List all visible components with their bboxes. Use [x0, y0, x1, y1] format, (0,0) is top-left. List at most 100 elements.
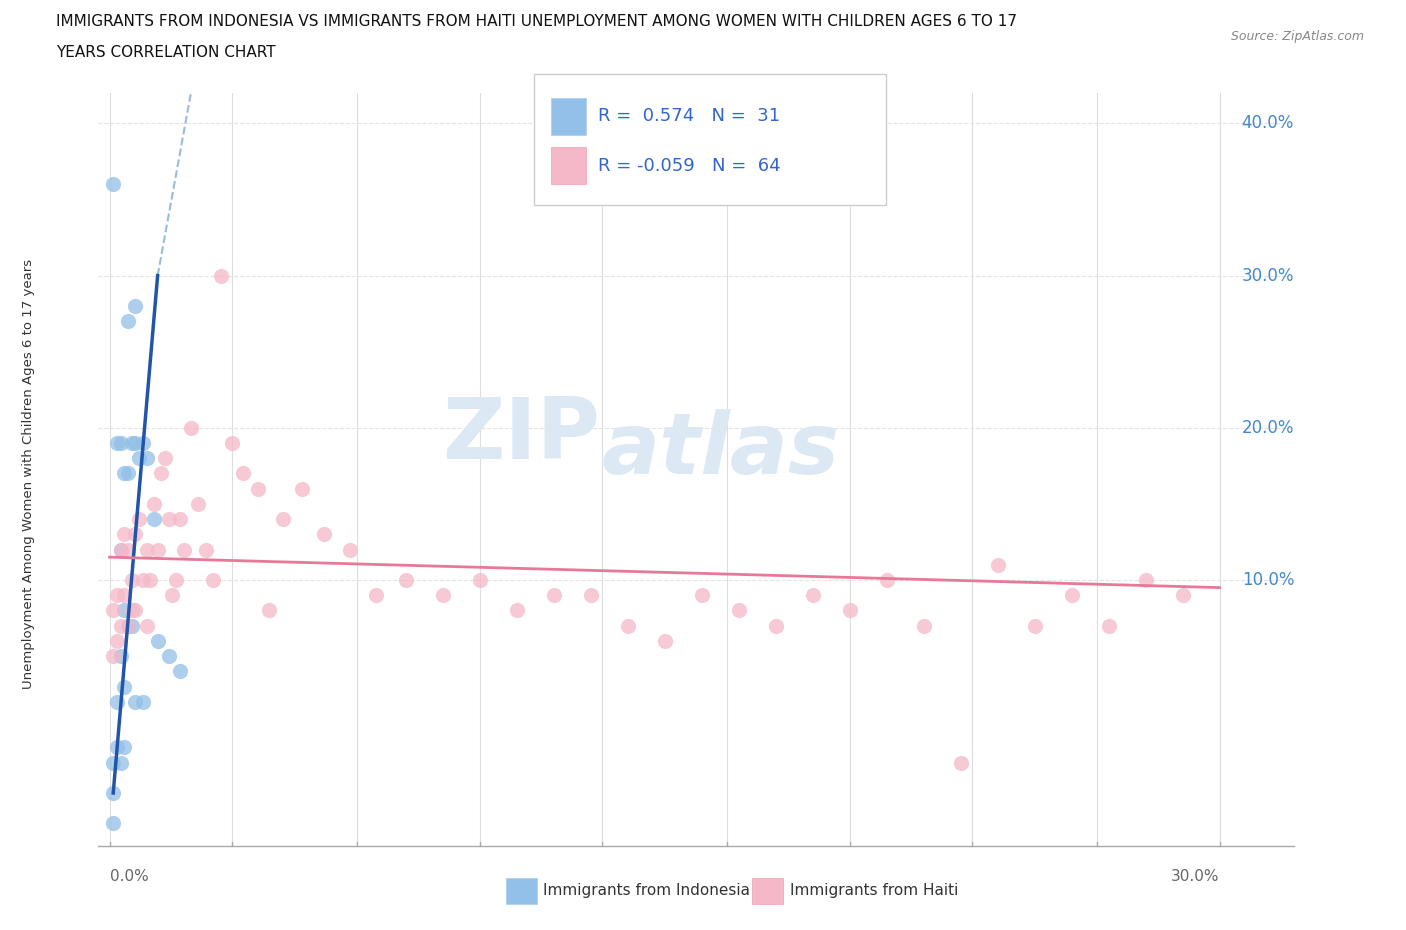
Point: [105, 588, 128, 603]
Point: [232, 466, 254, 481]
Point: [112, 466, 135, 481]
Point: [1171, 588, 1194, 603]
Point: [291, 481, 314, 496]
Point: [135, 542, 157, 557]
Text: ZIP: ZIP: [443, 394, 600, 477]
Point: [157, 648, 180, 663]
Point: [112, 740, 135, 755]
Text: 30.0%: 30.0%: [1171, 870, 1219, 884]
Text: atlas: atlas: [602, 409, 839, 492]
Point: [273, 512, 295, 526]
Text: YEARS CORRELATION CHART: YEARS CORRELATION CHART: [56, 45, 276, 60]
Point: [654, 633, 676, 648]
Point: [162, 588, 184, 603]
Point: [432, 588, 454, 603]
Point: [157, 512, 180, 526]
Text: 20.0%: 20.0%: [1241, 418, 1294, 437]
Point: [394, 573, 416, 588]
Point: [801, 588, 824, 603]
Point: [912, 618, 935, 633]
Point: [103, 177, 125, 192]
Point: [838, 603, 860, 618]
Point: [132, 573, 155, 588]
Point: [142, 512, 165, 526]
Point: [209, 268, 232, 283]
Point: [112, 603, 135, 618]
Point: [468, 573, 491, 588]
Point: [169, 664, 191, 679]
Point: [1024, 618, 1046, 633]
Point: [135, 451, 157, 466]
Point: [339, 542, 361, 557]
Point: [505, 603, 527, 618]
Point: [124, 527, 146, 542]
Point: [165, 573, 187, 588]
Point: [121, 573, 143, 588]
Point: [128, 451, 150, 466]
Point: [187, 497, 209, 512]
Point: [105, 435, 128, 450]
Point: [1135, 573, 1157, 588]
Text: 40.0%: 40.0%: [1241, 114, 1294, 132]
Point: [132, 435, 155, 450]
Point: [727, 603, 749, 618]
Text: R =  0.574   N =  31: R = 0.574 N = 31: [598, 107, 780, 126]
Point: [314, 527, 336, 542]
Point: [1097, 618, 1119, 633]
Point: [105, 633, 128, 648]
Point: [112, 679, 135, 694]
Point: [117, 466, 139, 481]
Point: [543, 588, 565, 603]
Point: [117, 313, 139, 328]
Point: [180, 420, 202, 435]
Point: [690, 588, 713, 603]
Text: 0.0%: 0.0%: [110, 870, 148, 884]
Point: [110, 648, 132, 663]
Point: [579, 588, 602, 603]
Point: [1060, 588, 1083, 603]
Point: [146, 633, 169, 648]
Point: [169, 512, 191, 526]
Point: [257, 603, 280, 618]
Text: Unemployment Among Women with Children Ages 6 to 17 years: Unemployment Among Women with Children A…: [21, 259, 35, 688]
Point: [124, 603, 146, 618]
Point: [110, 618, 132, 633]
Point: [105, 740, 128, 755]
Point: [121, 618, 143, 633]
Point: [876, 573, 898, 588]
Point: [103, 648, 125, 663]
Point: [150, 466, 173, 481]
Point: [117, 618, 139, 633]
Point: [132, 695, 155, 710]
Point: [105, 695, 128, 710]
Point: [949, 755, 972, 770]
Point: [146, 542, 169, 557]
Point: [103, 755, 125, 770]
Point: [124, 695, 146, 710]
Text: 30.0%: 30.0%: [1241, 267, 1294, 285]
Point: [128, 512, 150, 526]
Point: [121, 435, 143, 450]
Point: [616, 618, 638, 633]
Point: [112, 527, 135, 542]
Point: [364, 588, 387, 603]
Point: [139, 573, 162, 588]
Point: [103, 603, 125, 618]
Text: Immigrants from Indonesia: Immigrants from Indonesia: [543, 884, 749, 898]
Point: [142, 497, 165, 512]
Point: [194, 542, 217, 557]
Point: [117, 542, 139, 557]
Point: [103, 786, 125, 801]
Point: [173, 542, 195, 557]
Point: [246, 481, 269, 496]
Text: R = -0.059   N =  64: R = -0.059 N = 64: [598, 156, 780, 175]
Text: Source: ZipAtlas.com: Source: ZipAtlas.com: [1230, 30, 1364, 43]
Text: Immigrants from Haiti: Immigrants from Haiti: [790, 884, 959, 898]
Point: [110, 435, 132, 450]
Point: [117, 618, 139, 633]
Text: IMMIGRANTS FROM INDONESIA VS IMMIGRANTS FROM HAITI UNEMPLOYMENT AMONG WOMEN WITH: IMMIGRANTS FROM INDONESIA VS IMMIGRANTS …: [56, 14, 1017, 29]
Point: [110, 542, 132, 557]
Point: [112, 588, 135, 603]
Point: [124, 299, 146, 313]
Point: [121, 603, 143, 618]
